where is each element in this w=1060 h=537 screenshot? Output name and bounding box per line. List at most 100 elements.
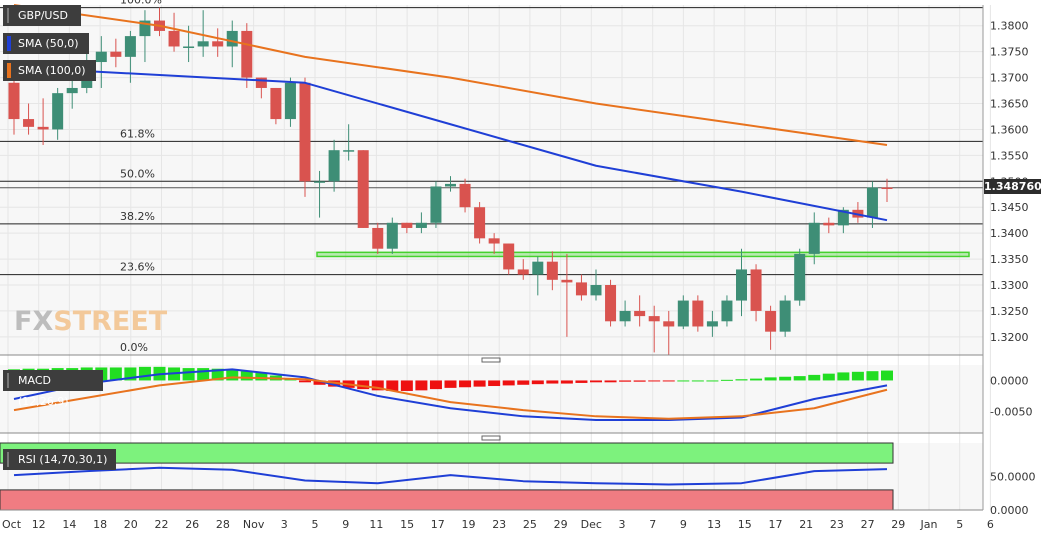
candle-body: [750, 269, 762, 311]
candle-body: [445, 183, 456, 187]
macd-histogram-bar: [240, 371, 253, 381]
macd-histogram-bar: [575, 380, 588, 383]
macd-histogram-bar: [473, 380, 486, 387]
instrument-label[interactable]: GBP/USD: [3, 5, 81, 26]
macd-histogram-bar: [517, 380, 530, 385]
candle-body: [517, 269, 529, 275]
support-zone-rect: [316, 251, 970, 258]
candle-body: [546, 261, 558, 280]
macd-histogram-bar: [400, 380, 413, 391]
macd-histogram-bar: [429, 380, 442, 390]
x-tick-label: Dec: [581, 518, 602, 531]
x-tick-label: 6: [987, 518, 994, 531]
candle-body: [95, 51, 107, 63]
macd-histogram-bar: [299, 380, 311, 383]
macd-histogram-bar: [779, 376, 792, 381]
candle-body: [124, 36, 136, 57]
x-tick-label: 27: [861, 518, 875, 531]
x-tick-label: 5: [956, 518, 963, 531]
macd-histogram-bar: [619, 380, 632, 382]
candle-body: [415, 222, 427, 228]
candle-body: [241, 30, 253, 78]
macd-histogram-bar: [764, 377, 777, 381]
candle-body: [328, 150, 340, 182]
x-tick-label: 19: [462, 518, 476, 531]
macd-histogram-bar: [124, 367, 137, 381]
rsi-panel: [0, 442, 894, 511]
x-tick-label: 9: [680, 518, 687, 531]
x-tick-label: 18: [93, 518, 107, 531]
candle-body: [765, 310, 777, 332]
candle-body: [503, 243, 515, 270]
rsi-label[interactable]: RSI (14,70,30,1): [3, 449, 116, 470]
macd-histogram-bar: [822, 373, 835, 381]
x-tick-label: 12: [32, 518, 46, 531]
candle-body: [357, 150, 369, 228]
macd-histogram-bar: [488, 380, 501, 387]
candle-body: [372, 227, 384, 249]
candle-body: [837, 209, 849, 226]
x-tick-label: 23: [492, 518, 506, 531]
candle-body: [866, 187, 878, 218]
x-tick-label: 9: [342, 518, 349, 531]
macd-histogram-bar: [109, 367, 122, 381]
candle-body: [37, 126, 49, 130]
x-tick-label: 15: [400, 518, 414, 531]
x-tick-label: 26: [185, 518, 199, 531]
candle-body: [736, 269, 747, 301]
candle-body: [139, 20, 151, 37]
x-tick-label: Jan: [920, 518, 938, 531]
candle-body: [648, 316, 660, 322]
x-tick-label: 29: [891, 518, 905, 531]
price-tick-label: 1.3650: [990, 98, 1029, 111]
macd-label[interactable]: MACD (12,26,9): [3, 370, 103, 408]
x-tick-label: Nov: [243, 518, 265, 531]
sma100-label[interactable]: SMA (100,0): [3, 60, 96, 81]
candle-body: [343, 150, 355, 152]
macd-text: MACD (12,26,9): [18, 374, 69, 408]
sma50-label[interactable]: SMA (50,0): [3, 33, 89, 54]
grid: [0, 5, 991, 510]
instrument-text: GBP/USD: [18, 9, 68, 22]
sma100-line: [13, 4, 888, 146]
candle-body: [488, 238, 500, 244]
candle-body: [226, 30, 238, 47]
macd-histogram-bar: [211, 368, 224, 381]
rsi-oversold-zone: [0, 489, 894, 511]
moving-averages: [13, 4, 888, 222]
candle-body: [561, 279, 573, 283]
macd-histogram-bar: [662, 380, 675, 382]
x-tick-label: 17: [769, 518, 783, 531]
candle-body: [677, 300, 689, 327]
candle-body: [808, 222, 820, 254]
x-tick-label: 17: [431, 518, 445, 531]
candle-body: [212, 41, 224, 47]
macd-histogram-bar: [357, 380, 370, 390]
sma100-text: SMA (100,0): [18, 64, 86, 77]
fxstreet-watermark: FXSTREET: [14, 306, 167, 337]
macd-histogram-bar: [371, 380, 384, 391]
rsi-line: [13, 466, 888, 486]
candle-body: [721, 300, 733, 322]
macd-histogram-bar: [851, 371, 864, 381]
macd-histogram-bar: [735, 379, 748, 381]
candle-body: [110, 51, 122, 57]
x-tick-label: 14: [62, 518, 76, 531]
axes: 1.38001.37501.37001.36501.36001.35501.35…: [0, 5, 1036, 531]
macd-tick-label: -0.0050: [990, 405, 1032, 418]
macd-histogram-bar: [633, 380, 646, 382]
x-tick-label: 22: [155, 518, 169, 531]
candle-body: [692, 300, 704, 327]
x-tick-label: 3: [281, 518, 288, 531]
x-tick-label: 13: [707, 518, 721, 531]
x-tick-label: 15: [738, 518, 752, 531]
macd-histogram-bar: [706, 380, 719, 382]
macd-histogram-bar: [808, 374, 821, 381]
fib-label: 23.6%: [120, 261, 155, 274]
candle-body: [474, 207, 486, 239]
macd-histogram-bar: [691, 380, 704, 382]
macd-histogram-bar: [560, 380, 573, 384]
rsi-tick-label: 0.0000: [990, 504, 1029, 517]
macd-histogram-bar: [502, 380, 515, 386]
macd-signal-line: [13, 376, 888, 420]
